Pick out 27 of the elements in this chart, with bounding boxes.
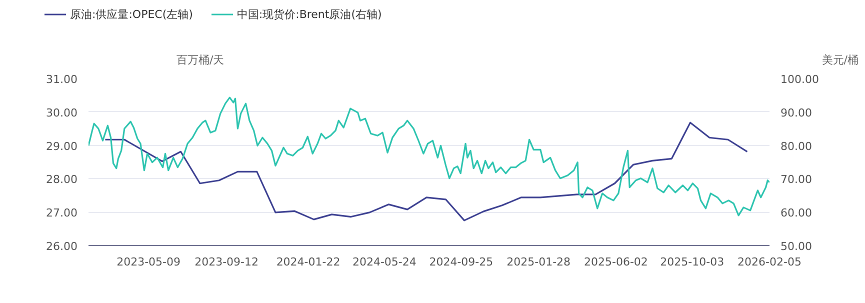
x-tick-label: 2024-05-24 [352, 256, 416, 268]
y2-tick-label: 60.00 [780, 206, 812, 220]
legend-label: 中国:现货价:Brent原油(右轴) [236, 6, 382, 22]
y2-axis-title: 美元/桶 [822, 54, 859, 66]
y-tick-label: 28.00 [46, 173, 78, 186]
line-series [88, 96, 770, 216]
line-series [104, 122, 748, 222]
x-tick-label: 2023-09-12 [194, 256, 259, 268]
legend-label: 原油:供应量:OPEC(左轴) [70, 6, 193, 22]
y-tick-label: 27.00 [46, 206, 78, 220]
x-tick-label: 2023-05-09 [116, 256, 181, 268]
y-tick-label: 29.00 [46, 140, 78, 153]
x-tick-label: 2025-01-28 [506, 256, 571, 268]
y-tick-label: 31.00 [46, 73, 78, 86]
y-axis-title: 百万桶/天 [176, 54, 224, 66]
x-tick-label: 2025-10-03 [660, 256, 724, 268]
y2-tick-label: 100.00 [780, 73, 819, 86]
y2-tick-label: 70.00 [780, 173, 812, 186]
y2-tick-label: 90.00 [780, 106, 812, 120]
y-tick-label: 26.00 [46, 240, 78, 253]
x-tick-label: 2026-02-05 [738, 256, 802, 268]
y2-tick-label: 50.00 [780, 240, 812, 253]
y-tick-label: 30.00 [46, 106, 78, 120]
x-tick-label: 2025-06-02 [584, 256, 648, 268]
y2-tick-label: 80.00 [780, 140, 812, 153]
x-tick-label: 2024-09-25 [429, 256, 494, 268]
x-tick-label: 2024-01-22 [276, 256, 340, 268]
